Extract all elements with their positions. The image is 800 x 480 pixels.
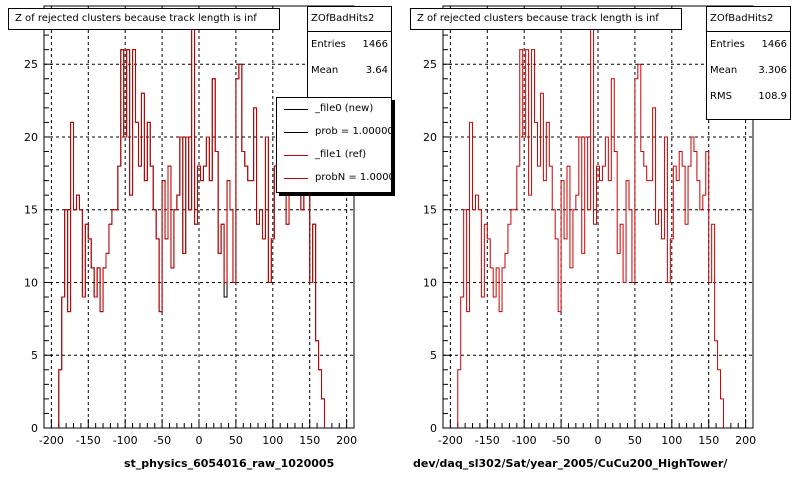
left-stats-mean-value: 3.64 bbox=[365, 65, 388, 76]
left-stats-box: ZOfBadHits2 Entries 1466 Mean 3.64 bbox=[307, 6, 392, 98]
right-y-tick-label: 5 bbox=[430, 349, 437, 362]
left-x-tick-label: 50 bbox=[229, 434, 243, 447]
right-stats-rms-row: RMS 108.9 bbox=[707, 84, 790, 110]
left-stats-entries-label: Entries bbox=[311, 39, 346, 50]
legend-swatch-probn bbox=[284, 178, 308, 179]
left-y-tick-label: 20 bbox=[24, 131, 38, 144]
right-x-tick-label: 50 bbox=[628, 434, 642, 447]
legend-label-file0: _file0 (new) bbox=[315, 103, 374, 114]
right-x-tick-label: 0 bbox=[595, 434, 602, 447]
right-stats-box: ZOfBadHits2 Entries 1466 Mean 3.306 RMS … bbox=[706, 6, 791, 120]
right-y-tick-label: 10 bbox=[423, 276, 437, 289]
left-x-tick-label: -150 bbox=[76, 434, 101, 447]
right-x-tick-label: -150 bbox=[475, 434, 500, 447]
left-stats-entries-value: 1466 bbox=[362, 39, 388, 50]
right-stats-entries-label: Entries bbox=[710, 39, 745, 50]
left-y-tick-label: 10 bbox=[24, 276, 38, 289]
left-x-tick-label: 100 bbox=[262, 434, 283, 447]
left-y-tick-label: 15 bbox=[24, 204, 38, 217]
right-x-tick-label: -100 bbox=[512, 434, 537, 447]
legend-swatch-file1 bbox=[284, 155, 308, 156]
right-stats-name: ZOfBadHits2 bbox=[707, 7, 790, 32]
legend-item-file1: _file1 (ref) bbox=[277, 144, 391, 167]
right-stats-rms-value: 108.9 bbox=[758, 91, 787, 102]
left-y-tick-label: 0 bbox=[31, 422, 38, 435]
right-x-tick-label: -50 bbox=[552, 434, 570, 447]
left-stats-entries-row: Entries 1466 bbox=[308, 32, 391, 58]
right-y-tick-label: 20 bbox=[423, 131, 437, 144]
legend-swatch-file0 bbox=[284, 109, 308, 110]
legend-swatch-prob bbox=[284, 132, 308, 133]
legend-label-probn: probN = 1.000000 bbox=[315, 172, 391, 183]
left-y-tick-label: 25 bbox=[24, 58, 38, 71]
left-x-tick-label: 150 bbox=[299, 434, 320, 447]
left-stats-mean-label: Mean bbox=[311, 65, 339, 76]
left-x-tick-label: 0 bbox=[196, 434, 203, 447]
right-stats-entries-row: Entries 1466 bbox=[707, 32, 790, 58]
legend-item-probn: probN = 1.000000 bbox=[277, 167, 391, 190]
left-x-tick-label: -50 bbox=[153, 434, 171, 447]
legend-label-prob: prob = 1.000000 bbox=[315, 126, 392, 137]
right-y-tick-label: 0 bbox=[430, 422, 437, 435]
right-y-tick-label: 15 bbox=[423, 204, 437, 217]
right-stats-mean-value: 3.306 bbox=[758, 65, 787, 76]
legend-item-prob: prob = 1.000000 bbox=[277, 121, 391, 144]
left-x-axis-name: st_physics_6054016_raw_1020005 bbox=[124, 457, 335, 470]
left-histogram-series-1 bbox=[58, 20, 325, 428]
left-histogram-title: Z of rejected clusters because track len… bbox=[8, 8, 280, 30]
left-stats-name: ZOfBadHits2 bbox=[308, 7, 391, 32]
left-x-tick-label: -100 bbox=[113, 434, 138, 447]
right-x-tick-label: 100 bbox=[661, 434, 682, 447]
right-stats-rms-label: RMS bbox=[710, 91, 732, 102]
right-stats-entries-value: 1466 bbox=[761, 39, 787, 50]
right-x-axis-name: dev/daq_sl302/Sat/year_2005/CuCu200_High… bbox=[413, 457, 728, 470]
left-legend: _file0 (new) prob = 1.000000 _file1 (ref… bbox=[276, 97, 392, 193]
left-x-tick-label: -200 bbox=[39, 434, 64, 447]
right-stats-mean-label: Mean bbox=[710, 65, 738, 76]
right-histogram-series-0 bbox=[457, 20, 724, 428]
left-stats-mean-row: Mean 3.64 bbox=[308, 58, 391, 84]
left-x-tick-label: 200 bbox=[336, 434, 357, 447]
right-stats-mean-row: Mean 3.306 bbox=[707, 58, 790, 84]
legend-label-file1: _file1 (ref) bbox=[315, 149, 367, 160]
right-x-tick-label: 150 bbox=[698, 434, 719, 447]
right-histogram-title: Z of rejected clusters because track len… bbox=[410, 8, 682, 30]
right-y-tick-label: 25 bbox=[423, 58, 437, 71]
left-y-tick-label: 5 bbox=[31, 349, 38, 362]
right-x-tick-label: 200 bbox=[735, 434, 756, 447]
legend-item-file0: _file0 (new) bbox=[277, 98, 391, 121]
right-x-tick-label: -200 bbox=[438, 434, 463, 447]
